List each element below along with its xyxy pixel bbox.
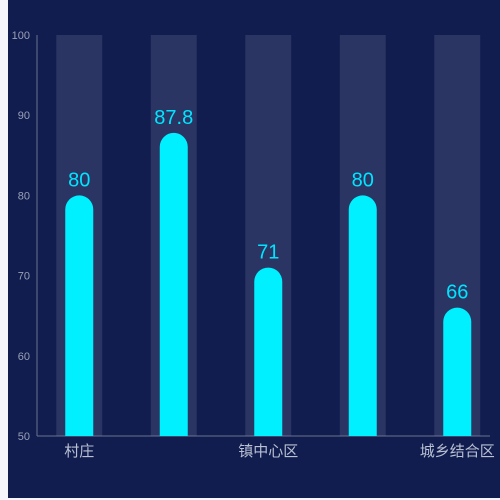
x-category-label: 村庄 [64, 442, 94, 460]
bar [254, 267, 283, 436]
bar-value-label: 87.8 [154, 107, 193, 129]
y-tick-label: 100 [12, 30, 30, 42]
bar-value-label: 71 [257, 242, 279, 264]
y-tick-label: 50 [18, 431, 30, 443]
x-category-label: 镇中心区 [238, 442, 298, 460]
bar [443, 307, 472, 436]
bar-value-label: 80 [68, 169, 90, 191]
bar [159, 132, 188, 436]
x-category-label: 城乡结合区 [420, 442, 495, 460]
bar [65, 195, 94, 436]
bar-value-label: 66 [446, 282, 468, 304]
y-tick-label: 60 [18, 351, 30, 363]
bar-value-label: 80 [352, 169, 374, 191]
y-tick-label: 70 [18, 271, 30, 283]
y-tick-label: 80 [18, 190, 30, 202]
bar [348, 195, 377, 436]
y-tick-label: 90 [18, 110, 30, 122]
